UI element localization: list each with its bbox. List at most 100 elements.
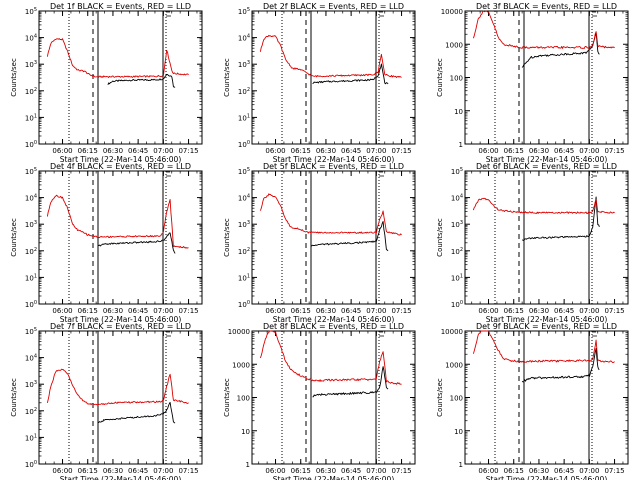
x-tick-label: 06:30 [529, 147, 549, 155]
x-tick-label: 07:15 [178, 147, 198, 155]
bracket-mark [166, 331, 171, 337]
x-tick-label: 06:30 [103, 307, 123, 315]
x-tick-label: 07:00 [153, 147, 173, 155]
chart-panel-6: Det 6f BLACK = Events, RED = LLD 100 101 10… [436, 162, 629, 324]
lld-series-line [472, 330, 615, 364]
x-tick-label: 07:15 [178, 307, 198, 315]
x-tick-label: 06:15 [291, 147, 311, 155]
x-axis-label: Start Time (22-Mar-14 05:46:00) [273, 475, 395, 480]
x-tick-label: 07:00 [366, 307, 386, 315]
y-tick-label: 104 [238, 194, 250, 203]
y-tick-label: 1 [459, 461, 463, 469]
lld-series-line [259, 34, 402, 78]
x-tick-label: 07:00 [579, 147, 599, 155]
y-tick-label: 10000 [228, 328, 250, 336]
x-tick-label: 06:00 [52, 467, 72, 475]
y-tick-label: 100 [237, 395, 250, 403]
x-tick-label: 06:15 [78, 467, 98, 475]
y-tick-label: 10000 [441, 328, 463, 336]
y-axis-label: Counts/sec [223, 58, 231, 97]
x-axis-label: Start Time (22-Mar-14 05:46:00) [60, 155, 182, 164]
y-tick-label: 105 [25, 7, 37, 16]
y-tick-label: 101 [25, 273, 37, 282]
lld-series-line [259, 330, 402, 385]
x-tick-label: 07:15 [604, 147, 624, 155]
x-tick-label: 06:15 [291, 307, 311, 315]
y-axis-label: Counts/sec [10, 218, 18, 257]
y-axis-label: Counts/sec [10, 378, 18, 417]
x-tick-label: 06:00 [265, 307, 285, 315]
y-tick-label: 105 [238, 167, 250, 176]
bracket-mark [592, 331, 597, 337]
x-axis-label: Start Time (22-Mar-14 05:46:00) [60, 315, 182, 324]
x-tick-label: 06:15 [504, 307, 524, 315]
x-tick-label: 06:00 [478, 307, 498, 315]
chart-title: Det 2f BLACK = Events, RED = LLD [263, 2, 404, 11]
plot-frame [251, 330, 416, 465]
x-tick-label: 06:30 [103, 147, 123, 155]
y-tick-label: 104 [451, 194, 463, 203]
chart-title: Det 1f BLACK = Events, RED = LLD [50, 2, 191, 11]
y-tick-label: 103 [451, 220, 463, 229]
y-tick-label: 1000 [445, 41, 463, 49]
chart-title: Det 4f BLACK = Events, RED = LLD [50, 162, 191, 171]
x-tick-label: 06:45 [128, 307, 148, 315]
y-tick-label: 100 [450, 75, 463, 83]
x-tick-label: 06:15 [504, 467, 524, 475]
y-tick-label: 100 [451, 300, 463, 309]
plot-frame [251, 170, 416, 305]
y-axis-label: Counts/sec [436, 378, 444, 417]
y-tick-label: 10 [241, 428, 250, 436]
x-tick-label: 06:30 [529, 467, 549, 475]
y-tick-label: 100 [238, 300, 250, 309]
bracket-mark [166, 171, 171, 177]
y-tick-label: 10 [454, 108, 463, 116]
y-tick-label: 101 [238, 273, 250, 282]
plot-frame [464, 10, 629, 145]
lld-series-line [46, 194, 189, 249]
y-axis-label: Counts/sec [223, 218, 231, 257]
events-series-line [310, 221, 389, 252]
x-tick-label: 06:00 [265, 147, 285, 155]
x-tick-label: 06:45 [341, 147, 361, 155]
x-axis-label: Start Time (22-Mar-14 05:46:00) [486, 475, 608, 480]
chart-title: Det 9f BLACK = Events, RED = LLD [476, 322, 617, 331]
x-tick-label: 07:00 [366, 467, 386, 475]
x-axis-label: Start Time (22-Mar-14 05:46:00) [60, 475, 182, 480]
x-tick-label: 07:15 [391, 307, 411, 315]
plot-frame [251, 10, 416, 145]
x-tick-label: 06:30 [103, 467, 123, 475]
y-tick-label: 102 [238, 247, 250, 256]
x-axis-label: Start Time (22-Mar-14 05:46:00) [273, 315, 395, 324]
y-tick-label: 104 [25, 194, 37, 203]
bracket-mark [592, 11, 597, 17]
y-axis-label: Counts/sec [436, 218, 444, 257]
x-tick-label: 07:00 [579, 467, 599, 475]
y-tick-label: 1 [459, 141, 463, 149]
y-tick-label: 103 [25, 60, 37, 69]
events-series-line [97, 401, 176, 424]
bracket-mark [592, 171, 597, 177]
events-series-line [522, 196, 600, 242]
chart-panel-8: Det 8f BLACK = Events, RED = LLD 1 10 100 10… [223, 322, 416, 480]
x-tick-label: 07:00 [579, 307, 599, 315]
lld-series-line [46, 38, 189, 78]
y-tick-label: 1 [246, 461, 250, 469]
y-tick-label: 102 [238, 87, 250, 96]
x-tick-label: 07:00 [153, 307, 173, 315]
plot-frame [38, 170, 203, 305]
chart-panel-7: Det 7f BLACK = Events, RED = LLD 100 101 10… [10, 322, 203, 480]
plot-frame [38, 330, 203, 465]
y-tick-label: 102 [25, 87, 37, 96]
y-tick-label: 105 [25, 327, 37, 336]
bracket-mark [166, 11, 171, 17]
x-tick-label: 06:00 [265, 467, 285, 475]
x-tick-label: 06:45 [341, 467, 361, 475]
x-tick-label: 06:45 [554, 307, 574, 315]
x-tick-label: 06:00 [52, 307, 72, 315]
x-tick-label: 07:15 [604, 307, 624, 315]
x-tick-label: 07:15 [391, 147, 411, 155]
plot-frame [464, 170, 629, 305]
chart-panel-4: Det 4f BLACK = Events, RED = LLD 100 101 10… [10, 162, 203, 324]
